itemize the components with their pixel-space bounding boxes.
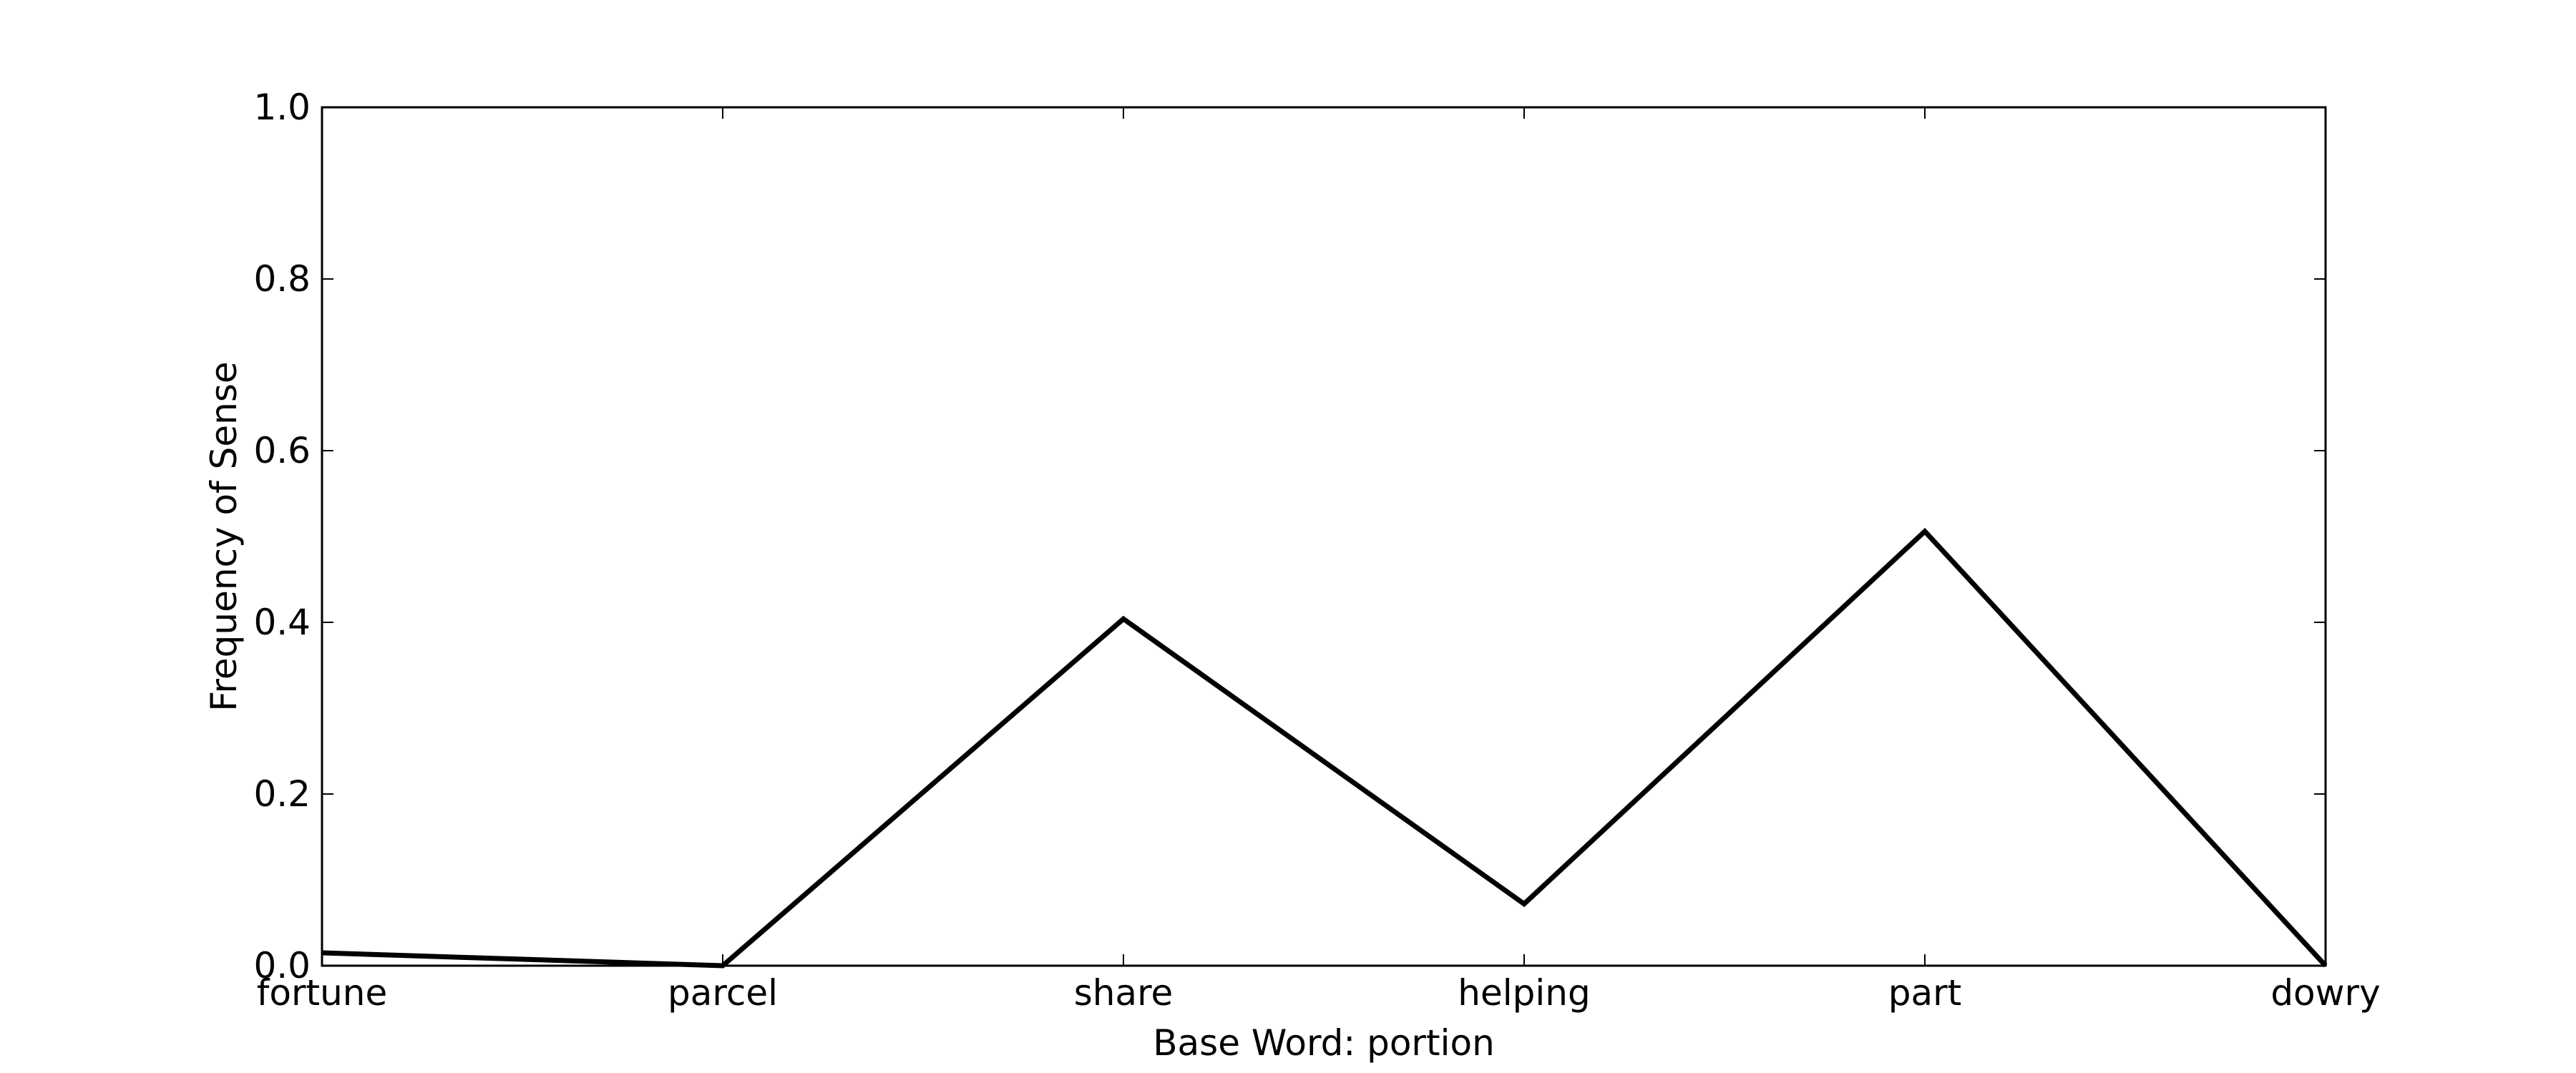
y-tick-label: 1.0 bbox=[253, 87, 311, 128]
x-tick-label: helping bbox=[1458, 972, 1590, 1014]
y-tick-label: 0.6 bbox=[253, 430, 311, 471]
y-tick-label: 0.2 bbox=[253, 773, 311, 815]
x-tick-label: fortune bbox=[257, 972, 388, 1014]
x-tick-label: dowry bbox=[2270, 972, 2380, 1014]
y-tick-label: 0.8 bbox=[253, 258, 311, 300]
x-axis-label: Base Word: portion bbox=[1153, 1022, 1495, 1064]
y-tick-label: 0.4 bbox=[253, 602, 311, 643]
y-axis-label: Frequency of Sense bbox=[203, 361, 245, 711]
plot-area bbox=[322, 107, 2326, 966]
y-axis-ticks: 0.0 0.2 0.4 0.6 0.8 1.0 bbox=[253, 87, 2326, 986]
plot-frame bbox=[321, 106, 2327, 967]
x-axis-ticks: fortune parcel share helping part dowry bbox=[257, 107, 2381, 1014]
series-line bbox=[321, 527, 2328, 969]
x-tick-label: part bbox=[1888, 972, 1962, 1014]
x-tick-label: share bbox=[1074, 972, 1174, 1014]
y-tick-label: 0.0 bbox=[253, 945, 311, 986]
x-tick-label: parcel bbox=[668, 972, 778, 1014]
